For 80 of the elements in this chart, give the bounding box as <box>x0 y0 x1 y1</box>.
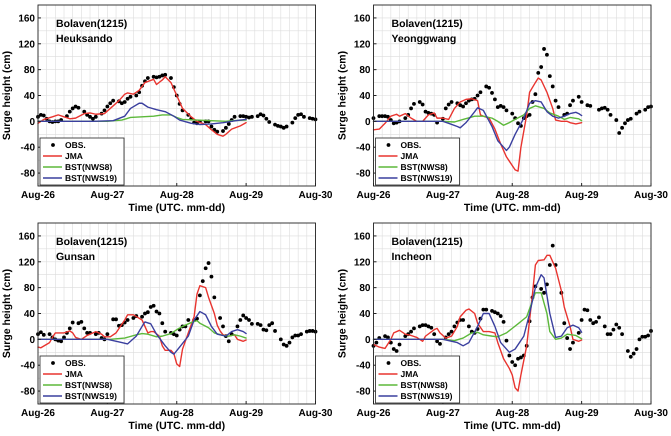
y-tick-label: 120 <box>18 39 36 50</box>
x-tick-label: Aug-27 <box>90 190 125 201</box>
y-tick-label: 80 <box>359 65 371 76</box>
y-tick-label: -40 <box>356 360 371 372</box>
x-axis-title: Time (UTC. mm-dd) <box>128 202 226 214</box>
y-tick-label: 160 <box>354 13 371 24</box>
x-tick-label: Aug-28 <box>160 408 194 419</box>
y-tick-label: 40 <box>359 91 371 102</box>
text: Incheon <box>392 251 432 263</box>
x-tick-label: Aug-27 <box>426 190 460 201</box>
text: Yeonggwang <box>392 33 456 45</box>
x-tick-label: Aug-28 <box>495 408 530 419</box>
legend-label: BST(NWS19) <box>400 173 453 183</box>
y-tick-label: -40 <box>20 360 36 372</box>
x-tick-label: Aug-26 <box>356 190 391 201</box>
legend-label: JMA <box>65 369 83 379</box>
legend-label: JMA <box>400 369 418 379</box>
text: Bolaven(1215) <box>56 236 128 248</box>
x-tick-label: Aug-27 <box>426 408 460 419</box>
x-axis-title: Time (UTC. mm-dd) <box>128 420 226 432</box>
legend-label: BST(NWS19) <box>400 391 453 401</box>
x-tick-label: Aug-30 <box>298 190 333 201</box>
y-tick-label: -80 <box>356 168 371 180</box>
legend-label: BST(NWS8) <box>65 162 112 172</box>
text: Heuksando <box>56 33 113 45</box>
y-tick-label: 160 <box>18 13 36 24</box>
x-tick-label: Aug-28 <box>495 190 530 201</box>
y-tick-label: -40 <box>356 142 371 154</box>
legend-label: JMA <box>400 151 418 161</box>
legend-label: OBS. <box>400 358 422 368</box>
text: Bolaven(1215) <box>56 18 128 30</box>
y-tick-label: 80 <box>24 65 36 76</box>
x-tick-label: Aug-26 <box>21 190 56 201</box>
x-tick-label: Aug-29 <box>229 408 264 419</box>
x-tick-label: Aug-26 <box>21 408 56 419</box>
x-axis-title: Time (UTC. mm-dd) <box>464 202 561 214</box>
y-tick-label: 160 <box>18 231 36 242</box>
x-tick-label: Aug-30 <box>298 408 333 419</box>
y-axis-title: Surge height (cm) <box>336 268 348 358</box>
x-tick-label: Aug-30 <box>634 408 668 419</box>
y-axis-title: Surge height (cm) <box>1 268 13 358</box>
legend-label: BST(NWS8) <box>65 380 112 390</box>
x-axis-title: Time (UTC. mm-dd) <box>464 420 561 432</box>
x-tick-label: Aug-28 <box>160 190 194 201</box>
y-axis-title: Surge height (cm) <box>336 50 348 140</box>
y-tick-label: 0 <box>29 116 36 128</box>
y-tick-label: 120 <box>354 257 371 268</box>
x-tick-label: Aug-29 <box>564 190 599 201</box>
legend-label: BST(NWS8) <box>400 380 448 390</box>
y-tick-label: -80 <box>20 386 36 398</box>
x-tick-label: Aug-27 <box>90 408 125 419</box>
legend-label: BST(NWS8) <box>400 162 448 172</box>
legend-label: BST(NWS19) <box>65 173 118 183</box>
y-tick-label: 0 <box>29 334 36 346</box>
x-tick-label: Aug-29 <box>229 190 264 201</box>
y-tick-label: 120 <box>354 39 371 50</box>
y-tick-label: 40 <box>359 309 371 320</box>
y-tick-label: 0 <box>364 334 371 346</box>
legend-label: BST(NWS19) <box>65 391 118 401</box>
y-tick-label: 0 <box>364 116 371 128</box>
y-tick-label: -80 <box>356 386 371 398</box>
legend-label: OBS. <box>400 140 422 150</box>
text: Bolaven(1215) <box>392 236 463 248</box>
y-tick-label: 120 <box>18 257 36 268</box>
y-tick-label: -40 <box>20 142 36 154</box>
x-tick-label: Aug-26 <box>356 408 391 419</box>
y-tick-label: 160 <box>354 231 371 242</box>
x-tick-label: Aug-30 <box>634 190 668 201</box>
x-tick-label: Aug-29 <box>564 408 599 419</box>
text: Bolaven(1215) <box>392 18 463 30</box>
y-axis-title: Surge height (cm) <box>1 50 13 140</box>
y-tick-label: 40 <box>24 309 36 320</box>
y-tick-label: -80 <box>20 168 36 180</box>
y-tick-label: 80 <box>24 283 36 294</box>
text: Gunsan <box>56 251 96 263</box>
y-tick-label: 80 <box>359 283 371 294</box>
y-tick-label: 40 <box>24 91 36 102</box>
legend-label: JMA <box>65 151 83 161</box>
legend-label: OBS. <box>65 140 86 150</box>
legend-label: OBS. <box>65 358 86 368</box>
